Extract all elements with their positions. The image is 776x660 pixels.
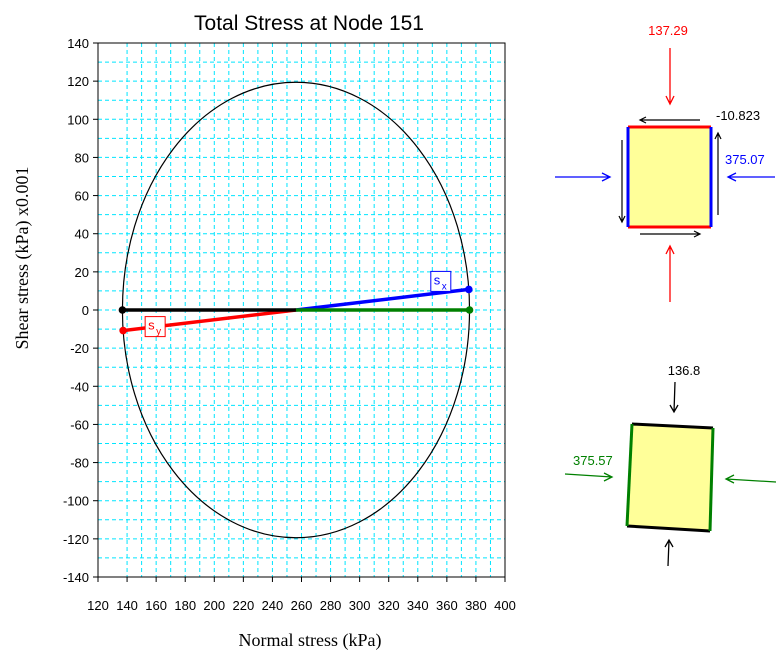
y-tick-label: -20 bbox=[70, 341, 89, 356]
x-tick-label: 340 bbox=[407, 598, 429, 613]
point-label-s: s bbox=[434, 272, 441, 287]
y-tick-label: 0 bbox=[82, 303, 89, 318]
y-tick-label: 40 bbox=[75, 227, 89, 242]
sigma-1-label: 136.8 bbox=[668, 363, 701, 378]
sigma-3-label: 375.57 bbox=[573, 453, 613, 468]
element-bottom-face bbox=[627, 424, 713, 531]
mohr-plot: 140120100806040200-20-40-60-80-100-120-1… bbox=[63, 36, 516, 613]
point-label-s: s bbox=[148, 318, 155, 333]
normal-arrow-left-blue bbox=[555, 172, 612, 182]
x-tick-label: 120 bbox=[87, 598, 109, 613]
x-tick-labels: 120 140 160 180 200 220 240 260 280 300 320 340 360 3… bbox=[87, 577, 516, 613]
shear-arrow-right bbox=[714, 131, 722, 215]
element-bottom-edge-bottom bbox=[626, 524, 711, 533]
principal-arrow-bottom bbox=[664, 538, 674, 567]
stress-element-top: 137.29 -10.823 375.07 bbox=[555, 23, 775, 302]
shear-arrow-left bbox=[618, 140, 626, 224]
stress-element-bottom: 136.8 375.57 bbox=[564, 363, 776, 567]
point-label-sub: y bbox=[156, 327, 161, 338]
y-tick-label: -120 bbox=[63, 532, 89, 547]
x-tick-label: 260 bbox=[291, 598, 313, 613]
stress-point bbox=[119, 326, 127, 335]
y-tick-label: 140 bbox=[67, 36, 89, 51]
principal-arrow-top bbox=[669, 381, 679, 414]
y-tick-label: -80 bbox=[70, 456, 89, 471]
x-tick-label: 320 bbox=[378, 598, 400, 613]
label-box-frame bbox=[430, 270, 452, 292]
x-tick-label: 300 bbox=[349, 598, 371, 613]
element-top-face bbox=[628, 127, 711, 227]
stress-line bbox=[295, 287, 470, 312]
y-tick-label: 60 bbox=[75, 189, 89, 204]
element-bottom-edge-top bbox=[631, 422, 714, 430]
y-tick-label: -140 bbox=[63, 570, 89, 585]
x-tick-label: 280 bbox=[320, 598, 342, 613]
y-tick-label: 100 bbox=[67, 112, 89, 127]
plot-frame bbox=[97, 42, 506, 578]
point-label-sub: x bbox=[442, 281, 447, 292]
chart-title: Total Stress at Node 151 bbox=[194, 12, 424, 35]
x-tick-label: 360 bbox=[436, 598, 458, 613]
label-box-frame bbox=[144, 316, 166, 338]
principal-arrow-right-green bbox=[724, 474, 776, 484]
y-axis-label: Shear stress (kPa) x0.001 bbox=[12, 167, 33, 350]
x-axis-label: Normal stress (kPa) bbox=[239, 630, 382, 651]
y-tick-labels: 140 120 100 80 60 40 20 0 -20 -40 -60 -80 -100 -120 -1… bbox=[63, 36, 98, 585]
y-tick-label: 80 bbox=[75, 150, 89, 165]
plot-marks: s ys x bbox=[118, 81, 474, 539]
normal-arrow-bottom-red bbox=[665, 244, 675, 302]
y-tick-label: -60 bbox=[70, 417, 89, 432]
x-tick-label: 200 bbox=[203, 598, 225, 613]
x-tick-label: 220 bbox=[233, 598, 255, 613]
element-bottom-edge-right bbox=[708, 427, 715, 532]
y-tick-label: -40 bbox=[70, 379, 89, 394]
y-tick-label: 20 bbox=[75, 265, 89, 280]
principal-arrow-left-green bbox=[564, 472, 614, 482]
x-tick-label: 160 bbox=[145, 598, 167, 613]
x-tick-label: 400 bbox=[494, 598, 516, 613]
x-tick-label: 140 bbox=[116, 598, 138, 613]
y-tick-label: 120 bbox=[67, 74, 89, 89]
x-tick-label: 240 bbox=[262, 598, 284, 613]
x-tick-label: 180 bbox=[174, 598, 196, 613]
y-tick-label: -100 bbox=[63, 494, 89, 509]
stress-point bbox=[118, 306, 127, 314]
normal-arrow-top-red bbox=[665, 48, 675, 106]
normal-arrow-right-blue bbox=[726, 172, 775, 182]
x-tick-label: 380 bbox=[465, 598, 487, 613]
sigma-x-label: 375.07 bbox=[725, 152, 765, 167]
stress-point bbox=[465, 306, 474, 314]
sigma-y-label: 137.29 bbox=[648, 23, 688, 38]
tau-label: -10.823 bbox=[716, 108, 760, 123]
stress-point bbox=[465, 285, 473, 294]
element-bottom-edge-left bbox=[625, 423, 634, 527]
shear-arrow-bottom bbox=[640, 230, 702, 238]
shear-arrow-top bbox=[638, 116, 700, 124]
